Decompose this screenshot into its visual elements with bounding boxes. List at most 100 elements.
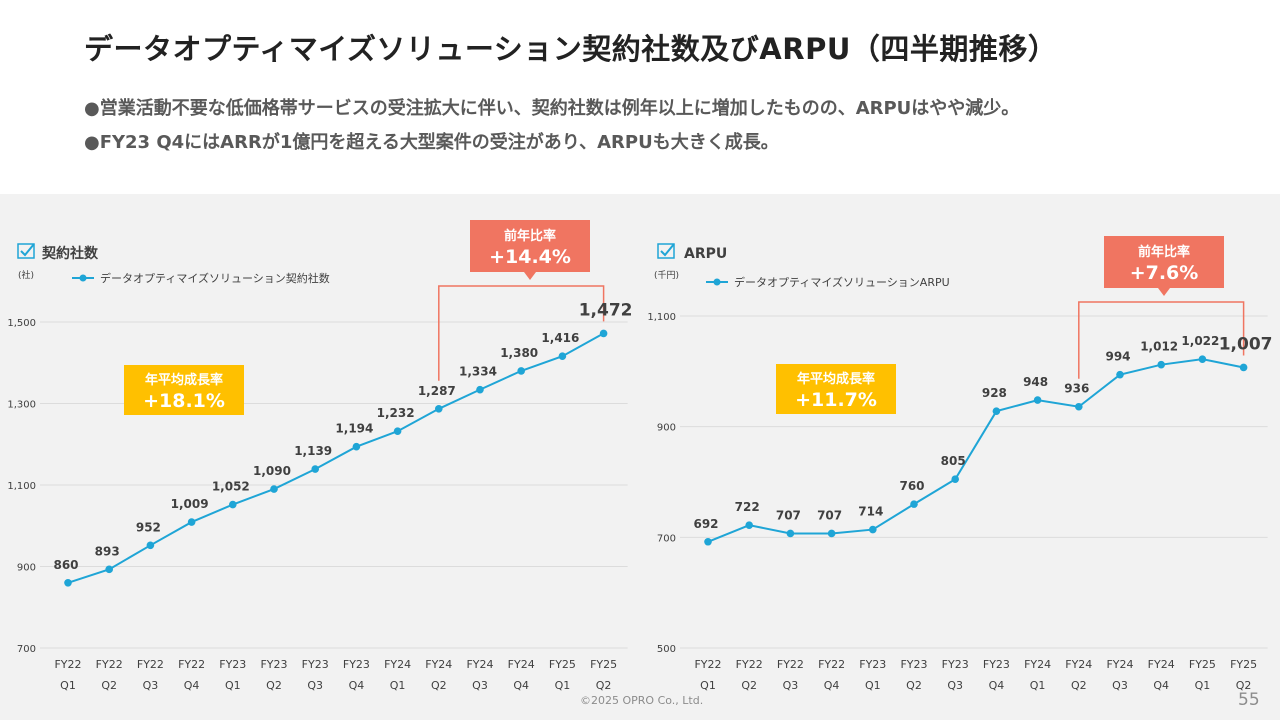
y-tick-label: 1,500	[7, 318, 36, 329]
data-point	[827, 529, 836, 538]
x-tick-label-quarter: Q2	[431, 679, 447, 692]
data-label: 707	[817, 508, 842, 522]
data-label: 1,287	[418, 384, 456, 398]
cagr-label: 年平均成長率	[797, 371, 875, 387]
x-tick-label-quarter: Q2	[101, 679, 117, 692]
x-tick-label-quarter: Q1	[390, 679, 406, 692]
x-tick-label-year: FY25	[549, 658, 576, 671]
data-point	[558, 352, 567, 361]
x-tick-label-quarter: Q3	[1112, 679, 1128, 692]
y-tick-label: 700	[657, 533, 676, 544]
y-tick-label: 900	[657, 423, 676, 434]
x-tick-label-year: FY24	[1065, 658, 1092, 671]
x-tick-label-year: FY23	[942, 658, 969, 671]
data-label: 1,012	[1140, 340, 1178, 354]
data-point	[435, 404, 443, 413]
y-tick-label: 900	[17, 563, 36, 574]
yoy-callout-box	[1104, 236, 1224, 288]
x-tick-label-quarter: Q1	[700, 679, 716, 692]
x-tick-label-year: FY23	[900, 658, 927, 671]
chart-panel-background	[0, 194, 1280, 720]
data-point	[229, 500, 237, 509]
x-tick-label-quarter: Q1	[865, 679, 881, 692]
x-tick-label-year: FY25	[1230, 658, 1257, 671]
checkmark-icon	[660, 243, 675, 257]
yoy-callout-box	[470, 220, 590, 272]
data-point	[393, 427, 402, 436]
data-label: 1,009	[171, 497, 209, 511]
copyright-footer: ©2025 OPRO Co., Ltd.	[580, 694, 704, 707]
y-tick-label: 700	[17, 644, 36, 655]
x-tick-label-quarter: Q4	[989, 679, 1005, 692]
cagr-box	[124, 365, 244, 415]
data-point	[951, 475, 959, 484]
yoy-callout-value: +14.4%	[489, 246, 571, 268]
data-point	[1239, 363, 1248, 372]
data-point	[64, 579, 72, 587]
data-label: 1,472	[579, 300, 633, 320]
chart-title: ARPU	[684, 246, 727, 262]
data-label: 692	[693, 517, 718, 531]
x-tick-label-quarter: Q1	[225, 679, 241, 692]
data-point	[1033, 396, 1042, 404]
x-tick-label-year: FY22	[178, 658, 205, 671]
series-line	[707, 358, 1244, 543]
data-label: 1,232	[377, 406, 415, 420]
data-label: 805	[941, 454, 966, 468]
x-tick-label-quarter: Q3	[947, 679, 963, 692]
data-label: 1,052	[212, 480, 250, 494]
x-tick-label-year: FY24	[425, 658, 452, 671]
x-tick-label-year: FY24	[508, 658, 535, 671]
x-tick-label-year: FY23	[983, 658, 1010, 671]
data-point	[599, 329, 608, 338]
x-tick-label-quarter: Q3	[143, 679, 159, 692]
legend-marker	[713, 278, 721, 286]
x-tick-label-quarter: Q2	[596, 679, 612, 692]
data-point	[704, 537, 712, 546]
legend-label: データオプティマイズソリューション契約社数	[100, 271, 330, 285]
data-point	[786, 529, 795, 538]
x-tick-label-quarter: Q1	[1030, 679, 1046, 692]
y-axis-unit: (千円)	[654, 270, 679, 281]
x-tick-label-year: FY23	[302, 658, 329, 671]
yoy-callout-label: 前年比率	[504, 228, 556, 244]
data-label: 1,380	[500, 346, 538, 360]
x-tick-label-quarter: Q4	[349, 679, 365, 692]
data-point	[745, 521, 753, 529]
x-tick-label-year: FY23	[219, 658, 246, 671]
data-point	[105, 565, 113, 574]
yoy-bracket	[1078, 301, 1245, 379]
data-label: 1,007	[1219, 334, 1273, 354]
x-tick-label-quarter: Q2	[741, 679, 757, 692]
yoy-callout-value: +7.6%	[1130, 262, 1199, 284]
x-tick-label-year: FY24	[1024, 658, 1051, 671]
data-point	[1075, 402, 1083, 411]
data-label: 994	[1105, 350, 1130, 364]
x-tick-label-quarter: Q3	[783, 679, 799, 692]
x-tick-label-year: FY25	[590, 658, 617, 671]
data-label: 928	[982, 386, 1007, 400]
page-number: 55	[1238, 690, 1260, 710]
x-tick-label-year: FY22	[777, 658, 804, 671]
x-tick-label-year: FY22	[694, 658, 721, 671]
bullet-1: ●営業活動不要な低価格帯サービスの受注拡大に伴い、契約社数は例年以上に増加したも…	[84, 98, 1020, 119]
x-tick-label-year: FY22	[736, 658, 763, 671]
cagr-value: +11.7%	[795, 389, 877, 411]
y-axis-unit: (社)	[18, 269, 34, 281]
y-tick-label: 1,100	[7, 481, 36, 492]
data-label: 1,334	[459, 365, 497, 379]
yoy-bracket	[438, 285, 605, 381]
arpu-chart: ARPU (千円) データオプティマイズソリューションARPU 500 700 900 1,…	[647, 236, 1273, 692]
x-tick-label-quarter: Q3	[472, 679, 488, 692]
checkbox-icon	[17, 243, 35, 259]
legend-label: データオプティマイズソリューションARPU	[734, 275, 950, 289]
page-title: データオプティマイズソリューション契約社数及びARPU（四半期推移）	[84, 32, 1058, 66]
cagr-value: +18.1%	[143, 390, 225, 412]
data-point	[517, 367, 525, 375]
data-point	[992, 407, 1001, 415]
data-label: 714	[858, 505, 883, 519]
x-tick-label-year: FY22	[96, 658, 123, 671]
x-tick-label-year: FY22	[137, 658, 164, 671]
data-label: 707	[776, 508, 801, 522]
x-tick-label-year: FY25	[1189, 658, 1216, 671]
